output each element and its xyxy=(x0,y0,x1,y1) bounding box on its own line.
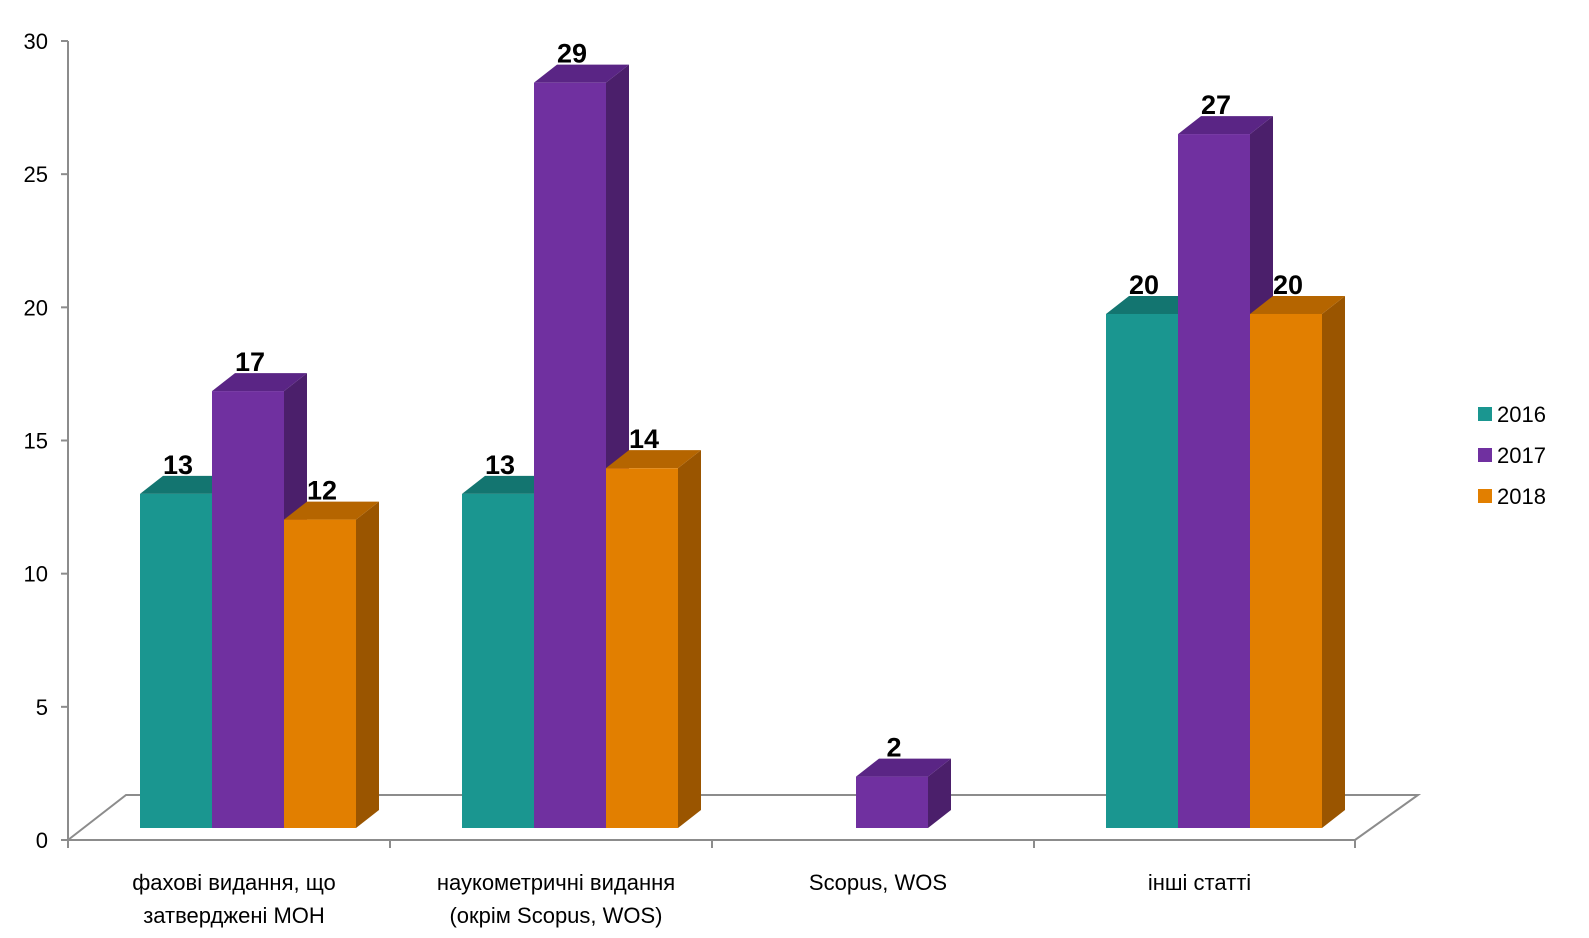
data-label: 20 xyxy=(1129,270,1159,300)
x-category-label: наукометричні видання xyxy=(437,870,675,895)
bar-front xyxy=(284,520,356,828)
data-label: 2 xyxy=(886,733,901,763)
bar xyxy=(856,759,951,828)
bar xyxy=(606,450,701,828)
bar-front xyxy=(1178,134,1250,828)
data-label: 12 xyxy=(307,476,337,506)
x-category-label: Scopus, WOS xyxy=(809,870,947,895)
x-category-label: інші статті xyxy=(1148,870,1251,895)
y-tick-label: 15 xyxy=(24,429,48,454)
y-tick-label: 20 xyxy=(24,295,48,320)
data-label: 27 xyxy=(1201,90,1231,120)
bar-front xyxy=(140,494,212,828)
legend-swatch xyxy=(1478,448,1492,462)
chart-bars xyxy=(140,65,1345,828)
x-category-label: фахові видання, що xyxy=(132,870,336,895)
bar-side xyxy=(678,450,701,828)
y-tick-label: 0 xyxy=(36,828,48,853)
bar-side xyxy=(1322,296,1345,828)
chart-legend: 2016 2017 2018 xyxy=(1478,402,1546,509)
bar-front xyxy=(462,494,534,828)
bar-front xyxy=(534,83,606,828)
data-label: 13 xyxy=(485,450,515,480)
legend-label: 2016 xyxy=(1497,402,1546,427)
bar-side xyxy=(356,502,379,828)
legend-swatch xyxy=(1478,489,1492,503)
bar-front xyxy=(212,391,284,828)
x-category-label: (окрім Scopus, WOS) xyxy=(449,903,662,928)
y-tick-label: 30 xyxy=(24,29,48,54)
legend-label: 2018 xyxy=(1497,484,1546,509)
bar xyxy=(1250,296,1345,828)
data-label: 29 xyxy=(557,39,587,69)
y-tick-label: 10 xyxy=(24,562,48,587)
bar-front xyxy=(606,468,678,828)
legend-swatch xyxy=(1478,407,1492,421)
data-label: 20 xyxy=(1273,270,1303,300)
bar-front xyxy=(856,777,928,828)
x-category-label: затверджені МОН xyxy=(143,903,325,928)
bar-front xyxy=(1250,314,1322,828)
data-label: 14 xyxy=(629,424,659,454)
bar-front xyxy=(1106,314,1178,828)
y-tick-label: 25 xyxy=(24,162,48,187)
bar xyxy=(284,502,379,828)
data-label: 17 xyxy=(235,347,265,377)
legend-label: 2017 xyxy=(1497,443,1546,468)
y-tick-label: 5 xyxy=(36,695,48,720)
data-label: 13 xyxy=(163,450,193,480)
